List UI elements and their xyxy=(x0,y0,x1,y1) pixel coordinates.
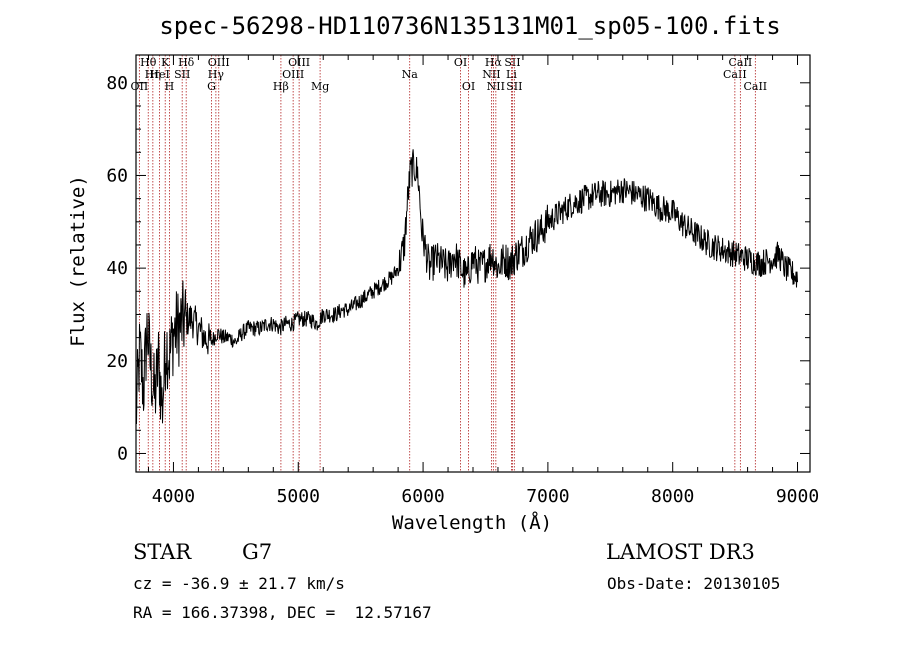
spectral-line-label: OIII xyxy=(208,56,230,69)
x-tick-label: 8000 xyxy=(651,486,694,507)
spectral-line-label: Hα xyxy=(485,56,503,69)
object-subclass: G7 xyxy=(242,540,273,564)
y-tick-label: 20 xyxy=(106,351,128,372)
y-axis-label: Flux (relative) xyxy=(67,175,89,347)
redshift-velocity: cz = -36.9 ± 21.7 km/s xyxy=(133,574,345,593)
spectral-line-label: OII xyxy=(131,80,149,93)
spectrum-layer xyxy=(135,149,798,425)
spectral-line-label: H xyxy=(165,80,175,93)
spectral-line-label: OIII xyxy=(282,68,304,81)
spectral-line-label: Hη xyxy=(145,68,161,81)
spectral-line-label: OI xyxy=(462,80,475,93)
x-tick-label: 9000 xyxy=(776,486,819,507)
spectral-line-label: Hδ xyxy=(178,56,195,69)
spectrum-line xyxy=(135,149,798,425)
y-tick-label: 60 xyxy=(106,165,128,186)
y-tick-label: 80 xyxy=(106,73,128,94)
spectral-lines-layer: HθOIIHηHeIKHSIIHδHγGOIIIHβOIIIOIIIMgNaOI… xyxy=(131,55,767,472)
sky-coordinates: RA = 166.37398, DEC = 12.57167 xyxy=(133,603,432,622)
x-axis-label: Wavelength (Å) xyxy=(392,511,552,534)
x-tick-label: 6000 xyxy=(401,486,444,507)
y-tick-label: 0 xyxy=(117,443,128,464)
spectral-line-label: Hβ xyxy=(273,80,289,93)
spectral-line-label: NII xyxy=(487,80,505,93)
spectral-line-label: Li xyxy=(506,68,517,81)
spectral-line-label: SII xyxy=(504,56,520,69)
spectral-line-label: HeI xyxy=(149,68,169,81)
spectral-line-label: G xyxy=(207,80,216,93)
spectral-line-label: K xyxy=(161,56,170,69)
spectral-line-label: Hγ xyxy=(208,68,225,81)
spectral-line-label: CaII xyxy=(729,56,753,69)
spectral-line-label: OI xyxy=(454,56,467,69)
spectral-line-label: OIII xyxy=(288,56,310,69)
y-tick-label: 40 xyxy=(106,258,128,279)
x-tick-label: 7000 xyxy=(526,486,569,507)
chart-title: spec-56298-HD110736N135131M01_sp05-100.f… xyxy=(159,12,780,40)
spectral-line-label: SII xyxy=(506,80,522,93)
spectral-line-label: CaII xyxy=(723,68,747,81)
axis-ticks: 4000 5000 6000 7000 8000 9000 0 20 40 60 80 xyxy=(106,55,819,507)
object-class: STAR xyxy=(133,540,192,564)
spectral-line-label: Mg xyxy=(311,80,329,93)
spectral-line-label: Na xyxy=(402,68,419,81)
spectral-line-label: SII xyxy=(174,68,190,81)
x-tick-label: 5000 xyxy=(277,486,320,507)
x-tick-label: 4000 xyxy=(152,486,195,507)
observation-date: Obs-Date: 20130105 xyxy=(607,574,781,593)
spectral-line-label: CaII xyxy=(743,80,767,93)
survey-name: LAMOST DR3 xyxy=(606,540,755,564)
